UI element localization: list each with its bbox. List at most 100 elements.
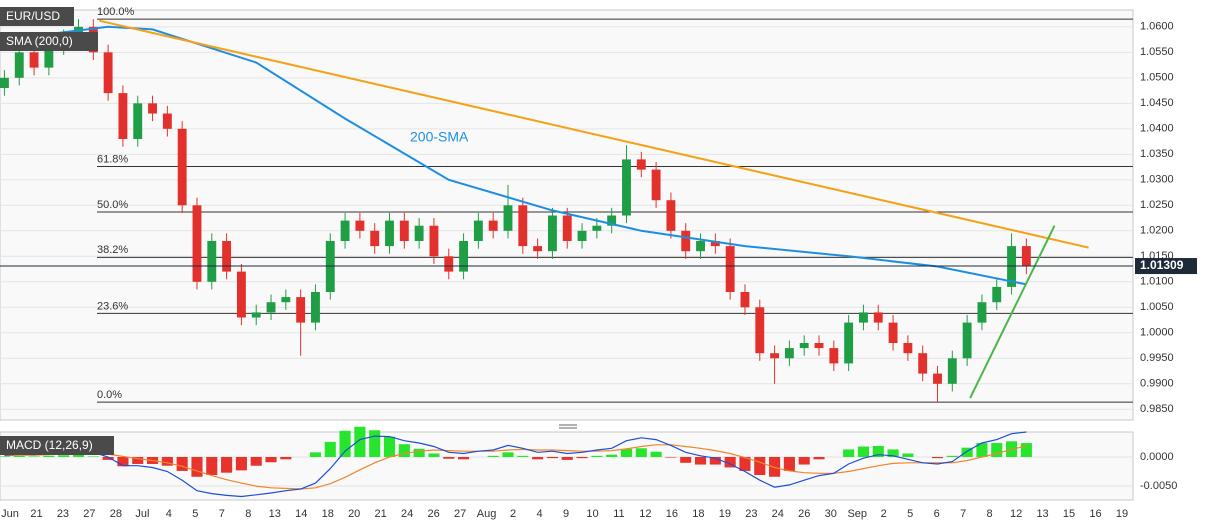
histogram-bar xyxy=(383,436,396,457)
x-tick-label: 14 xyxy=(295,508,307,520)
indicator-label: SMA (200,0) xyxy=(6,34,73,48)
candle-body xyxy=(710,241,720,247)
candle-body xyxy=(414,225,424,242)
histogram-bar xyxy=(887,449,899,457)
macd-line xyxy=(4,431,1027,498)
candle-body xyxy=(607,215,617,226)
x-tick-label: 4 xyxy=(166,508,172,520)
x-tick-label: 30 xyxy=(825,508,837,520)
signal-line xyxy=(4,444,1027,490)
candle-body xyxy=(622,159,631,216)
histogram-bar xyxy=(309,452,322,457)
candle-body xyxy=(162,113,172,129)
candle-body xyxy=(296,297,306,323)
histogram-bar xyxy=(43,455,55,457)
candle-body xyxy=(725,246,735,293)
x-tick-label: Sep xyxy=(847,508,867,520)
y-tick-label: 1.0100 xyxy=(1140,276,1174,288)
candle-body xyxy=(222,241,232,272)
histogram-bar xyxy=(265,456,277,463)
candle-body xyxy=(44,47,54,68)
histogram-bar xyxy=(0,456,10,457)
x-tick-label: 26 xyxy=(427,508,439,520)
x-tick-label: 2 xyxy=(510,508,516,520)
candle-body xyxy=(14,52,24,78)
y-tick-label: 1.0200 xyxy=(1140,225,1174,237)
histogram-bar xyxy=(487,455,499,457)
candle-body xyxy=(829,348,839,364)
histogram-bar xyxy=(117,456,129,467)
x-tick-label: 9 xyxy=(563,508,569,520)
candle-body xyxy=(192,205,202,282)
y-tick-label: 1.0350 xyxy=(1140,148,1174,160)
candle-body xyxy=(74,26,83,38)
x-tick-label: 23 xyxy=(57,508,69,520)
candle-body xyxy=(29,52,39,68)
histogram-bar xyxy=(280,456,292,460)
candle-body xyxy=(666,200,676,231)
histogram-bar xyxy=(857,446,870,457)
macd-panel xyxy=(0,431,1134,501)
trend-line xyxy=(98,19,1089,249)
fib-label: 50.0% xyxy=(97,199,128,211)
chart-title: EUR/USD xyxy=(6,9,60,23)
x-tick-label: Jun xyxy=(1,508,19,520)
title-box xyxy=(0,7,74,26)
histogram-bar xyxy=(635,448,647,457)
candle-body xyxy=(207,241,217,282)
histogram-bar xyxy=(546,456,558,459)
histogram-bar xyxy=(754,456,766,476)
x-tick-label: 28 xyxy=(110,508,122,520)
sma-line xyxy=(4,25,1027,286)
histogram-bar xyxy=(102,456,114,460)
histogram-bar xyxy=(398,444,410,457)
y-tick-label: 1.0600 xyxy=(1140,21,1174,33)
candle-body xyxy=(918,353,928,374)
histogram-bar xyxy=(576,456,588,459)
macd-title: MACD (12,26,9) xyxy=(6,438,93,452)
candle-body xyxy=(340,220,350,242)
histogram-bar xyxy=(798,456,810,465)
x-tick-label: 26 xyxy=(798,508,810,520)
candle-body xyxy=(311,292,320,323)
candle-body xyxy=(0,77,9,89)
histogram-bar xyxy=(206,456,218,476)
histogram-bar xyxy=(680,456,692,463)
x-tick-label: 4 xyxy=(536,508,542,520)
last-price-box xyxy=(1135,258,1197,275)
x-tick-label: 7 xyxy=(960,508,966,520)
candle-body xyxy=(888,322,898,343)
histogram-bar xyxy=(428,453,440,457)
panel-separator xyxy=(559,424,577,429)
candle-body xyxy=(681,230,691,252)
histogram-bar xyxy=(369,430,381,457)
candle-body xyxy=(547,215,557,252)
histogram-bar xyxy=(458,456,470,460)
candle-body xyxy=(696,241,705,252)
trend-line xyxy=(969,225,1056,399)
candle-body xyxy=(844,322,854,364)
y-tick-label: 0.9950 xyxy=(1140,352,1174,364)
candle-body xyxy=(977,302,987,323)
indicator-box xyxy=(0,32,98,51)
candle-body xyxy=(592,225,602,231)
candle-body xyxy=(814,342,824,349)
x-tick-label: 12 xyxy=(639,508,651,520)
candle-body xyxy=(444,256,454,272)
candle-body xyxy=(577,230,587,242)
fib-label: 0.0% xyxy=(97,389,122,401)
candle-body xyxy=(281,297,291,303)
x-tick-label: 27 xyxy=(454,508,466,520)
candle-body xyxy=(518,205,528,247)
histogram-bar xyxy=(961,447,973,457)
x-tick-label: 16 xyxy=(1089,508,1101,520)
y-tick-label: 1.0000 xyxy=(1140,327,1174,339)
histogram-bar xyxy=(665,456,677,458)
histogram-bar xyxy=(221,456,233,473)
candle-body xyxy=(429,225,439,257)
y-tick-label: 1.0300 xyxy=(1140,174,1174,186)
candle-body xyxy=(236,271,246,318)
candle-body xyxy=(1021,246,1031,266)
candle-body xyxy=(903,342,913,354)
histogram-bar xyxy=(813,456,825,460)
